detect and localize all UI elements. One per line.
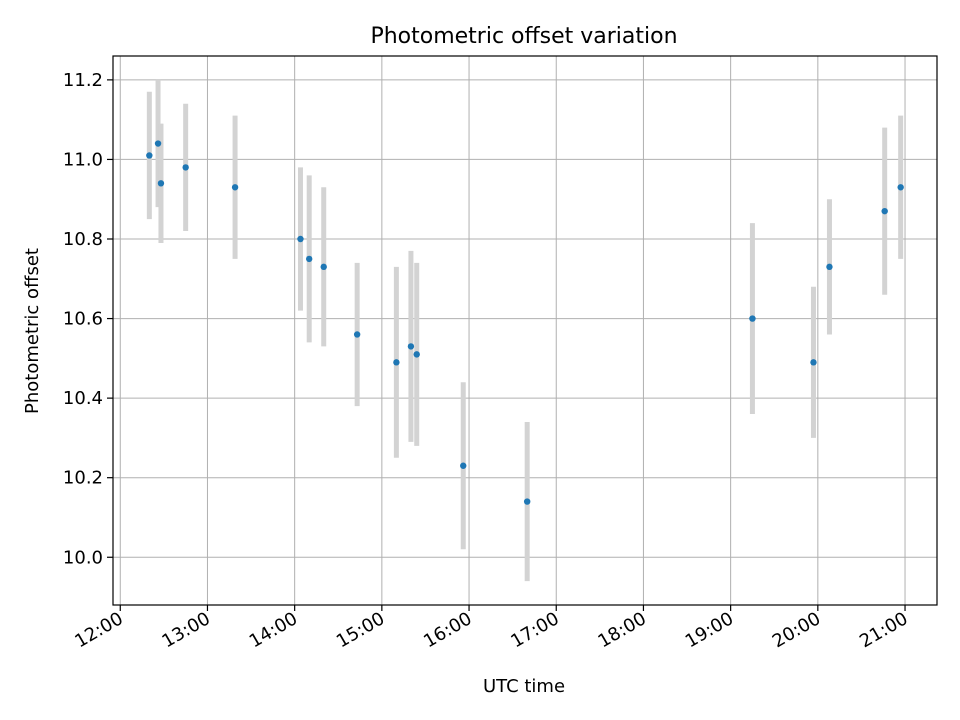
data-point [393, 359, 400, 366]
data-point [826, 263, 833, 271]
data-point [320, 263, 327, 271]
y-tick-label: 10.0 [63, 547, 103, 568]
data-point [881, 207, 888, 215]
x-tick-label: 20:00 [769, 608, 824, 652]
x-tick-label: 17:00 [507, 608, 562, 652]
x-tick-label: 15:00 [333, 608, 388, 652]
data-point [353, 331, 361, 338]
data-point [810, 359, 817, 366]
grid-lines [113, 56, 937, 605]
data-point [523, 498, 531, 505]
y-tick-label: 10.4 [63, 388, 103, 409]
data-point [305, 255, 313, 263]
x-tick-label: 13:00 [159, 608, 214, 652]
x-axis-ticks: 12:00 13:00 14:00 15:00 16:00 17:00 18:00 19:00… [71, 605, 912, 652]
data-point [146, 152, 153, 159]
x-tick-label: 12:00 [71, 608, 126, 652]
y-axis-ticks: 10.0 10.2 10.4 10.6 10.8 11.0 11.2 [63, 70, 113, 568]
data-point [182, 164, 189, 171]
data-point [154, 140, 162, 147]
x-tick-label: 14:00 [246, 608, 301, 652]
data-point [407, 343, 415, 350]
data-point [460, 462, 467, 469]
data-point [413, 351, 420, 358]
x-tick-label: 21:00 [856, 608, 911, 652]
y-tick-label: 10.2 [63, 468, 103, 489]
data-point [157, 180, 165, 187]
plot-frame [112, 55, 938, 606]
x-tick-label: 18:00 [595, 608, 650, 652]
y-tick-label: 11.0 [63, 149, 103, 170]
y-tick-label: 10.8 [63, 229, 103, 250]
y-axis-label: Photometric offset [22, 248, 43, 414]
y-tick-label: 11.2 [63, 70, 103, 91]
y-tick-label: 10.6 [63, 309, 103, 330]
data-point [297, 235, 304, 243]
x-tick-label: 19:00 [682, 608, 737, 652]
x-tick-label: 16:00 [420, 608, 475, 652]
data-point [749, 315, 756, 322]
data-point [231, 184, 239, 191]
data-point [897, 184, 904, 191]
chart-title: Photometric offset variation [370, 24, 677, 49]
data-points [146, 140, 904, 505]
error-bars [146, 79, 904, 582]
x-axis-label: UTC time [483, 676, 565, 697]
